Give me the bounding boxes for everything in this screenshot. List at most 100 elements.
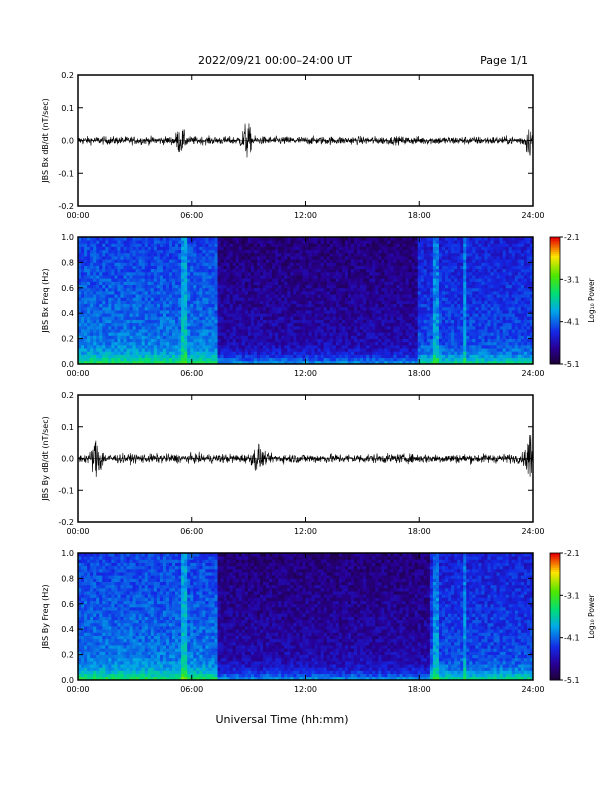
x-tick-label: 18:00 — [408, 685, 431, 694]
jbs-by-dbdt-panel: 00:00 06:00 12:00 18:00 24:00 0.2 0.1 0.0 -0.1 -0… — [41, 391, 545, 536]
colorbar-segment — [550, 656, 560, 660]
colorbar-segment — [550, 239, 560, 242]
colorbar-segment — [550, 667, 560, 670]
y-tick-label: 0.6 — [61, 284, 74, 293]
colorbar-segment — [550, 268, 560, 272]
series-line — [77, 123, 534, 158]
jbs-bx-dbdt-panel: 00:00 06:00 12:00 18:00 24:00 0.2 0.1 0.0 -0.1 -0… — [41, 71, 545, 220]
colorbar-segment — [550, 572, 560, 575]
y-axis-label: JBS By Freq (Hz) — [41, 584, 50, 649]
colorbar-segment — [550, 262, 560, 266]
colorbar-segment — [550, 650, 560, 653]
colorbar-segment — [550, 591, 560, 594]
colorbar-segment — [550, 612, 560, 615]
colorbar-segment — [550, 631, 560, 634]
x-tick-label: 00:00 — [66, 369, 89, 378]
plot-frame — [77, 394, 534, 523]
colorbar-segment — [550, 359, 560, 363]
colorbar-segment — [550, 287, 560, 291]
x-axis-label: Universal Time (hh:mm) — [216, 713, 349, 726]
spectrogram-image — [78, 237, 534, 365]
colorbar-segment — [550, 629, 560, 632]
colorbar-segment — [550, 584, 560, 588]
colorbar-segment — [550, 253, 560, 257]
colorbar-tick-label: -2.1 — [564, 233, 580, 242]
y-tick-label: 0.0 — [61, 455, 74, 464]
colorbar-segment — [550, 624, 560, 628]
x-tick-label: 18:00 — [408, 369, 431, 378]
colorbar-segment — [550, 582, 560, 586]
x-tick-label: 06:00 — [180, 685, 203, 694]
colorbar-tick-label: -4.1 — [564, 318, 580, 327]
colorbar-segment — [550, 313, 560, 316]
colorbar-segment — [550, 308, 560, 312]
colorbar-segment — [550, 557, 560, 560]
x-tick-label: 00:00 — [66, 527, 89, 536]
colorbar-segment — [550, 277, 560, 280]
colorbar-segment — [550, 266, 560, 270]
colorbar-segment — [550, 608, 560, 611]
colorbar-segment — [550, 563, 560, 567]
colorbar-segment — [550, 593, 560, 596]
colorbar-frame — [549, 552, 561, 681]
colorbar-segment — [550, 553, 560, 556]
colorbar-segment — [550, 677, 560, 681]
colorbar-segment — [550, 245, 560, 249]
colorbar-segment — [550, 355, 560, 359]
jbs-by-spectrogram-panel: -2.1 -3.1 -4.1 -5.1 Log₁₀ Power 00:00 06:00 12:… — [41, 549, 596, 694]
colorbar-segment — [550, 296, 560, 299]
colorbar-segment — [550, 330, 560, 333]
colorbar-segment — [550, 648, 560, 651]
colorbar-segment — [550, 576, 560, 579]
colorbar-segment — [550, 671, 560, 675]
colorbar-tick-label: -2.1 — [564, 549, 580, 558]
x-tick-label: 18:00 — [408, 527, 431, 536]
x-tick-label: 18:00 — [408, 211, 431, 220]
y-tick-label: 0.0 — [61, 676, 74, 685]
colorbar-segment — [550, 283, 560, 287]
y-tick-label: -0.1 — [58, 169, 74, 178]
x-tick-label: 06:00 — [180, 527, 203, 536]
x-tick-label: 12:00 — [294, 685, 317, 694]
colorbar-segment — [550, 260, 560, 263]
colorbar-segment — [550, 620, 560, 624]
colorbar-segment — [550, 561, 560, 565]
y-tick-label: 0.6 — [61, 600, 74, 609]
colorbar: -2.1 -3.1 -4.1 -5.1 Log₁₀ Power — [549, 549, 596, 685]
colorbar-segment — [550, 673, 560, 677]
colorbar-segment — [550, 627, 560, 630]
colorbar-segment — [550, 237, 560, 240]
colorbar-segment — [550, 357, 560, 361]
colorbar-segment — [550, 646, 560, 649]
colorbar: -2.1 -3.1 -4.1 -5.1 Log₁₀ Power — [549, 233, 596, 369]
colorbar-segment — [550, 641, 560, 645]
y-tick-label: 1.0 — [61, 233, 74, 242]
colorbar-segment — [550, 347, 560, 350]
series-line — [77, 434, 534, 477]
colorbar-segment — [550, 610, 560, 613]
spectrogram-image — [78, 553, 534, 681]
colorbar-segment — [550, 292, 560, 295]
colorbar-segment — [550, 281, 560, 285]
y-tick-label: -0.1 — [58, 486, 74, 495]
x-tick-label: 24:00 — [521, 211, 544, 220]
colorbar-segment — [550, 580, 560, 584]
colorbar-frame — [549, 236, 561, 365]
figure-title: 2022/09/21 00:00–24:00 UT — [198, 54, 352, 67]
colorbar-segment — [550, 328, 560, 331]
colorbar-segment — [550, 622, 560, 626]
x-tick-label: 06:00 — [180, 211, 203, 220]
x-tick-label: 06:00 — [180, 369, 203, 378]
colorbar-segment — [550, 325, 560, 329]
colorbar-segment — [550, 256, 560, 259]
plot-frame — [77, 74, 534, 207]
y-tick-label: 0.4 — [61, 309, 74, 318]
colorbar-segment — [550, 279, 560, 282]
colorbar-segment — [550, 574, 560, 577]
y-axis-label: JBS By dB/dt (nT/sec) — [41, 416, 50, 502]
colorbar-segment — [550, 321, 560, 325]
y-tick-label: 0.2 — [61, 71, 74, 80]
colorbar-segment — [550, 306, 560, 310]
colorbar-segment — [550, 264, 560, 268]
